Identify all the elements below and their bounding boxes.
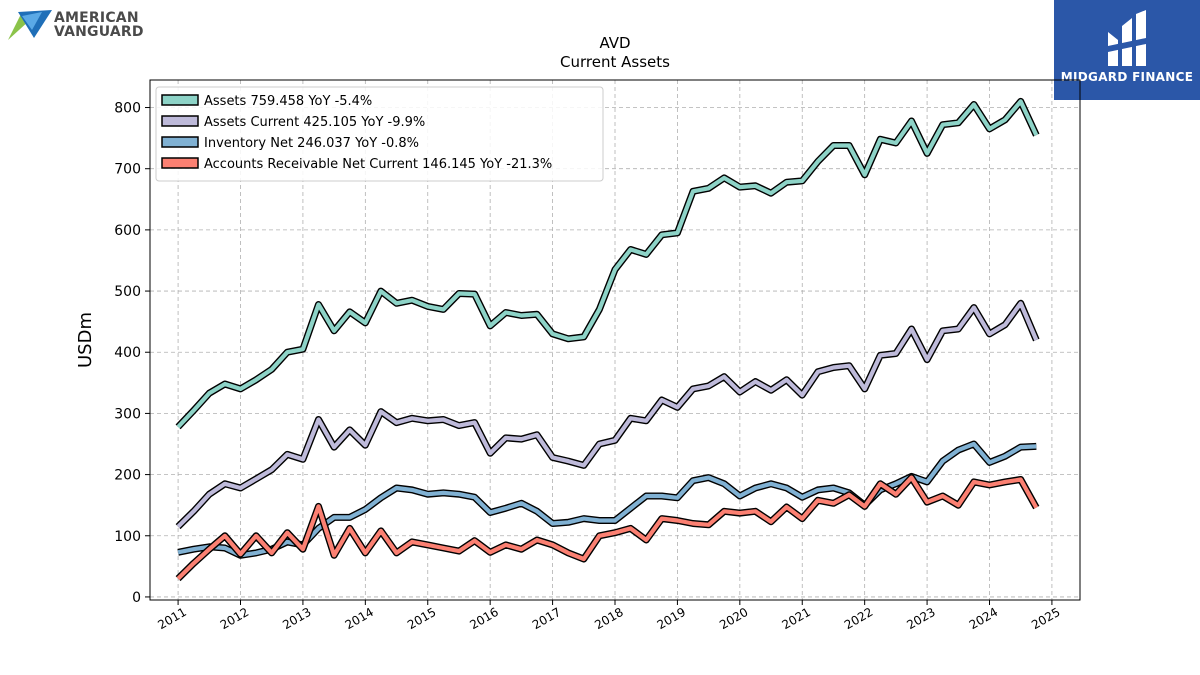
x-tick-label: 2016 (467, 605, 500, 632)
x-tick-label: 2017 (530, 605, 563, 632)
x-tick-label: 2024 (967, 605, 1000, 632)
series-line-2 (177, 440, 1037, 559)
x-tick-label: 2012 (218, 605, 251, 632)
x-tick-label: 2025 (1029, 605, 1062, 632)
american-vanguard-wordmark: AMERICAN VANGUARD (54, 11, 144, 39)
y-tick-label: 400 (114, 345, 141, 361)
x-tick-label: 2011 (155, 605, 188, 632)
american-vanguard-logo: AMERICAN VANGUARD (8, 8, 168, 44)
series-path (177, 441, 1037, 558)
x-tick-label: 2021 (780, 605, 813, 632)
logo-line-1: AMERICAN (54, 10, 139, 26)
legend-entry: Accounts Receivable Net Current 146.145 … (204, 157, 552, 172)
y-tick-label: 300 (114, 406, 141, 422)
legend-entry: Inventory Net 246.037 YoY -0.8% (204, 136, 419, 151)
series-outline (175, 474, 1040, 582)
logo-line-2: VANGUARD (54, 24, 144, 40)
legend-swatch (161, 115, 199, 127)
y-tick-label: 100 (114, 529, 141, 545)
y-tick-label: 500 (114, 284, 141, 300)
x-tick-label: 2013 (280, 605, 313, 632)
y-tick-label: 800 (114, 101, 141, 117)
x-tick-label: 2014 (343, 605, 376, 632)
x-tick-label: 2023 (904, 605, 937, 632)
legend-swatch (161, 136, 199, 148)
legend-box (155, 86, 604, 182)
midgard-monogram-icon (1108, 10, 1146, 66)
y-tick-label: 600 (114, 223, 141, 239)
x-tick-label: 2018 (592, 605, 625, 632)
y-tick-label: 0 (132, 590, 141, 606)
legend-swatch (161, 157, 199, 169)
series-line-3 (175, 474, 1040, 582)
chart-subtitle: Current Assets (560, 53, 670, 71)
series-path (176, 301, 1039, 529)
x-tick-label: 2022 (842, 605, 875, 632)
y-tick-label: 200 (114, 468, 141, 484)
y-tick-label: 700 (114, 162, 141, 178)
american-vanguard-triangle-icon (8, 10, 52, 40)
series-lines (175, 97, 1040, 582)
midgard-wordmark: MIDGARD FINANCE (1060, 70, 1194, 84)
legend-entry: Assets Current 425.105 YoY -9.9% (204, 115, 425, 130)
x-tick-label: 2015 (405, 605, 438, 632)
series-path (176, 99, 1039, 429)
y-axis-label: USDm (75, 312, 96, 368)
legend-entry: Assets 759.458 YoY -5.4% (204, 94, 372, 109)
x-tick-label: 2020 (717, 605, 750, 632)
chart-title: AVD (599, 34, 630, 52)
series-line-0 (175, 97, 1040, 430)
x-tick-label: 2019 (655, 605, 688, 632)
legend-swatch (161, 94, 199, 106)
midgard-finance-logo: MIDGARD FINANCE (1054, 0, 1200, 100)
legend: Assets 759.458 YoY -5.4% Assets Current 4… (155, 86, 604, 182)
series-line-1 (175, 299, 1040, 530)
series-path (176, 475, 1039, 581)
